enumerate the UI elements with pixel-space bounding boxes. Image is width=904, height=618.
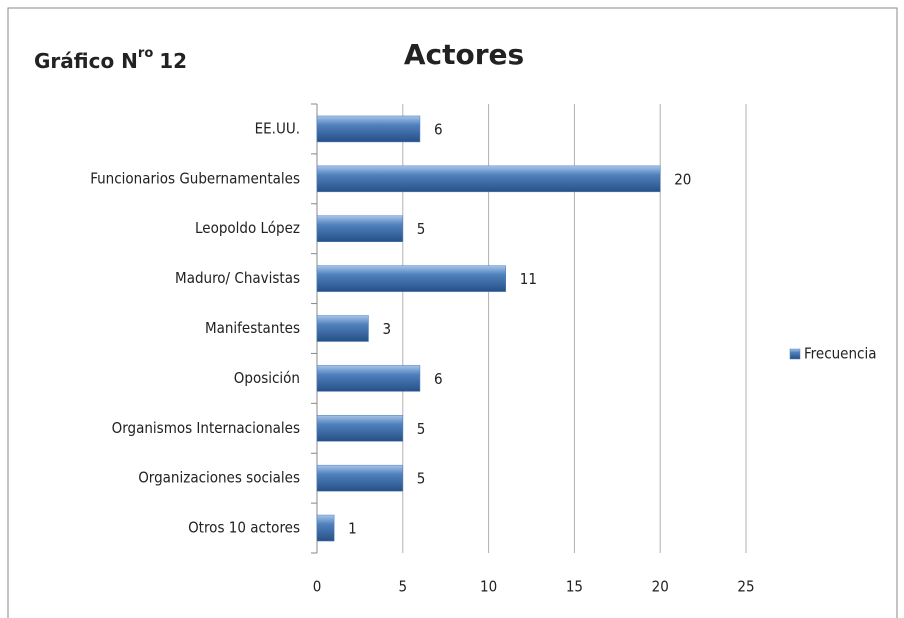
bar	[316, 415, 404, 442]
x-tick-label: 5	[399, 578, 408, 596]
y-tick-label: Organismos Internacionales	[112, 419, 300, 437]
data-label: 5	[417, 420, 426, 438]
bar	[316, 365, 421, 392]
data-label: 5	[417, 470, 426, 488]
bar	[316, 165, 661, 193]
y-tick-label: Maduro/ Chavistas	[175, 269, 300, 287]
x-tick-label: 10	[480, 578, 497, 596]
legend-label: Frecuencia	[804, 345, 876, 363]
y-tick-label: EE.UU.	[255, 119, 300, 137]
y-tick-label: Manifestantes	[205, 319, 300, 337]
x-tick-label: 20	[652, 578, 669, 596]
data-label: 20	[674, 170, 691, 188]
data-label: 6	[434, 370, 443, 388]
bar	[316, 514, 335, 542]
annotation-text: Gráfico N	[34, 49, 138, 73]
annotation: Gráfico Nro 12	[34, 46, 187, 73]
y-tick-label: Leopoldo López	[195, 219, 300, 237]
data-label: 5	[417, 220, 426, 238]
data-label: 6	[434, 120, 443, 138]
x-tick-label: 0	[313, 578, 322, 596]
y-tick-label: Otros 10 actores	[188, 519, 300, 537]
bar	[316, 315, 369, 342]
data-label: 11	[520, 270, 537, 288]
y-tick-label: Oposición	[234, 369, 300, 387]
y-tick-label: Organizaciones sociales	[138, 469, 300, 487]
data-label: 1	[348, 520, 357, 538]
bar	[316, 464, 404, 492]
chart-frame	[7, 7, 898, 618]
y-tick-label: Funcionarios Gubernamentales	[90, 169, 300, 187]
legend-swatch	[789, 348, 801, 360]
annotation-sup: ro	[138, 46, 153, 61]
data-label: 3	[382, 320, 391, 338]
x-tick-label: 25	[737, 578, 754, 596]
annotation-number: 12	[159, 49, 187, 73]
bar	[316, 115, 421, 143]
chart-title: Actores	[404, 38, 524, 71]
bar	[316, 265, 507, 292]
bar	[316, 215, 404, 242]
x-tick-label: 15	[566, 578, 583, 596]
